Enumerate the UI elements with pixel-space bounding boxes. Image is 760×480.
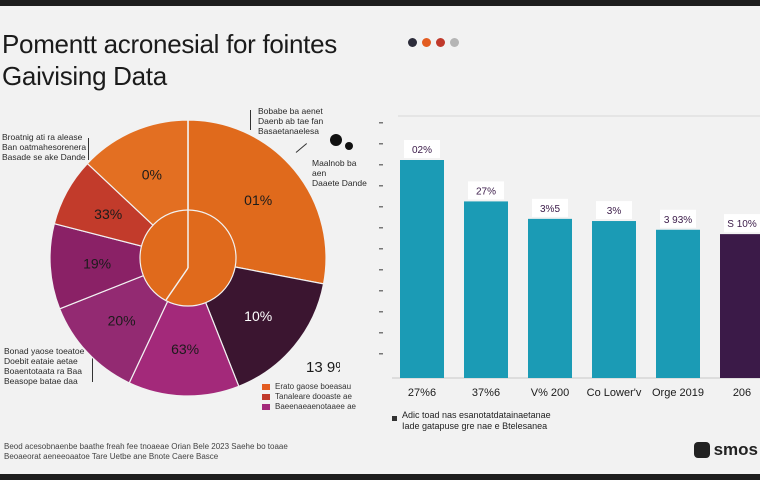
chart-note-marker [392, 416, 397, 421]
pie-chart: 01% 10% 63% 20% 19% 33% 0% 13 9% [49, 119, 340, 397]
bar-category-label: 27%6 [408, 387, 436, 399]
decorative-dots [408, 38, 459, 47]
bar [528, 218, 572, 378]
pie-slice-label: 10% [244, 308, 272, 324]
bar-data-label: 27% [476, 186, 496, 197]
dot-1 [408, 38, 417, 47]
note-top-middle: Bobabe ba aenet Daenb ab tae fan Basaeta… [258, 106, 324, 136]
pie-slice-label: 01% [244, 192, 272, 208]
y-axis-tick [379, 227, 383, 229]
bar-label-box [660, 209, 696, 228]
pie-slice-label: 63% [171, 341, 199, 357]
bar [464, 201, 508, 378]
y-axis-tick [379, 269, 383, 271]
pie-slice-label: 33% [94, 206, 122, 222]
legend-label: Baeenaeaenotaaee ae [275, 402, 356, 411]
legend-item: Baeenaeaenotaaee ae [262, 402, 356, 412]
legend-swatch [262, 394, 270, 400]
marker-dot-large [330, 134, 342, 146]
y-axis-tick [379, 332, 383, 334]
legend-item: Tanaleare dooaste ae [262, 392, 356, 402]
y-axis-tick [379, 353, 383, 355]
note-bottom-left-leader [92, 356, 93, 382]
pie-slice-label: 0% [142, 166, 162, 182]
chart-note: Adic toad nas esanotatdatainaetanae Iade… [402, 410, 551, 431]
y-axis-tick [379, 206, 383, 208]
note-top-middle-leader [250, 110, 251, 130]
y-axis-tick [379, 122, 383, 124]
pie-slice-label: 19% [83, 256, 111, 272]
y-axis-tick [379, 143, 383, 145]
bar-label-box [468, 181, 504, 200]
bar-data-label: S 10% [727, 219, 757, 230]
pie-divider [165, 267, 189, 301]
pie-slice [128, 256, 240, 397]
note-top-right: Maalnob ba aen Daaete Dande [312, 158, 367, 188]
bar-chart: 02% 27% 3%5 3% 3 93% S 10% 27%6 37%6 V% 200 Co L… [379, 115, 760, 399]
bar [400, 160, 444, 378]
bar [656, 229, 700, 378]
pie-slice [49, 222, 190, 310]
legend-label: Erato gaose boeasau [275, 382, 352, 391]
bar-category-label: 37%6 [472, 387, 500, 399]
bar-data-label: 3 93% [664, 215, 692, 226]
bar-label-box [724, 214, 760, 233]
bar-label-box [532, 198, 568, 217]
brand-logo: smos [693, 440, 758, 460]
dot-3 [436, 38, 445, 47]
logo-text: smos [713, 440, 758, 459]
title-line-2: Gaivising Data [2, 61, 167, 91]
bar [592, 221, 636, 378]
y-axis-tick [379, 164, 383, 166]
y-axis-tick [379, 290, 383, 292]
bar-data-label: 02% [412, 145, 432, 156]
title-line-1: Pomentt acronesial for fointes [2, 29, 337, 59]
dot-2 [422, 38, 431, 47]
pie-legend: Erato gaose boeasau Tanaleare dooaste ae… [262, 382, 356, 412]
bar-category-label: Co Lower'v [587, 387, 642, 399]
marker-dot-small [345, 142, 353, 150]
dot-4 [450, 38, 459, 47]
bar-label-box [404, 140, 440, 158]
legend-swatch [262, 384, 270, 390]
logo-icon [693, 442, 710, 458]
y-axis-tick [379, 248, 383, 250]
footer-text: Beod acesobnaenbe baathe freah fee tnoae… [4, 442, 288, 461]
page-title: Pomentt acronesial for fointes Gaivising… [2, 28, 402, 92]
bar-label-box [596, 201, 632, 220]
bar [720, 234, 760, 378]
note-top-left-leader [88, 138, 89, 160]
legend-swatch [262, 404, 270, 410]
bar-data-label: 3%5 [540, 204, 560, 215]
y-axis-tick [379, 311, 383, 313]
bar-category-label: 206 [733, 387, 751, 399]
legend-label: Tanaleare dooaste ae [275, 392, 352, 401]
bar-data-label: 3% [607, 206, 622, 217]
pie-annotation: 13 9% [306, 359, 340, 376]
infographic-frame: Pomentt acronesial for fointes Gaivising… [0, 6, 760, 474]
note-top-left: Broatnig ati ra alease Ban oatmahesorene… [2, 132, 87, 162]
legend-item: Erato gaose boeasau [262, 382, 356, 392]
bar-category-label: Orge 2019 [652, 387, 704, 399]
y-axis-tick [379, 185, 383, 187]
pie-slice-label: 20% [108, 312, 136, 328]
bar-category-label: V% 200 [531, 387, 570, 399]
note-bottom-left: Bonad yaose toeatoe Doebit eataie aetae … [4, 346, 85, 386]
